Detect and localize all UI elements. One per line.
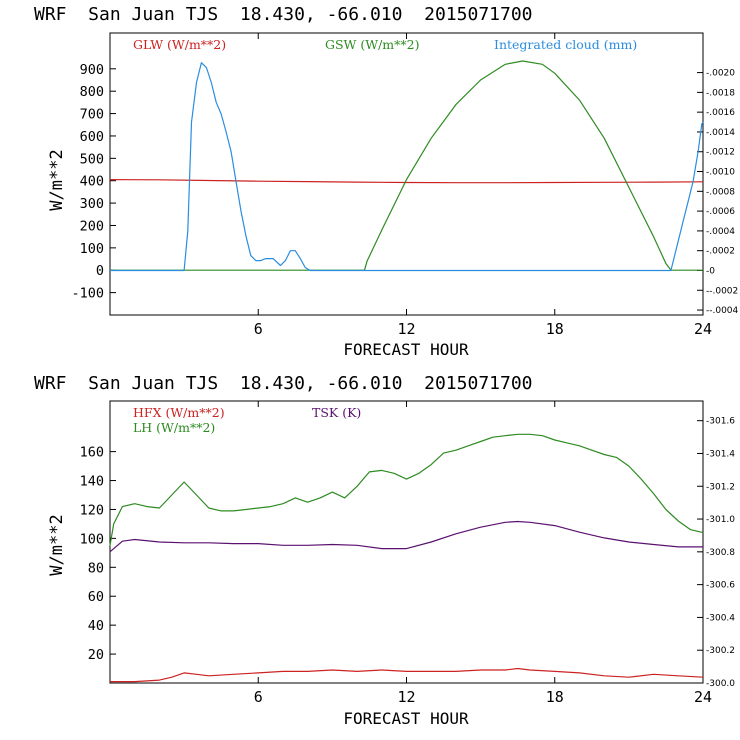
series-line-cloud — [110, 62, 704, 272]
chart1-plot-frame — [109, 32, 704, 316]
x-tick-label: 6 — [254, 320, 263, 338]
chart2-legend-lh: LH (W/m**2) — [133, 420, 215, 435]
series-line-hfx — [110, 667, 704, 683]
chart2-plot-frame — [109, 400, 704, 684]
y-tick-label: 0 — [96, 263, 104, 279]
y2-tick-label: -.0004 — [706, 227, 735, 237]
y-tick-label: 140 — [80, 474, 104, 490]
chart1-legend-glw: GLW (W/m**2) — [133, 37, 226, 52]
y-tick-label: 400 — [80, 174, 104, 190]
series-line-lh — [109, 433, 704, 546]
y-tick-label: 40 — [88, 618, 104, 634]
y-tick-label: 300 — [80, 196, 104, 212]
chart1-axes: 6 12 18 24 -100 0 100 200 300 400 500 600 700 800 900 -… — [71, 33, 739, 338]
x-tick-label: 24 — [694, 688, 712, 706]
series-line-tsk — [109, 520, 703, 553]
chart2-x-axis-label: FORECAST HOUR — [343, 709, 469, 728]
chart2-legend-tsk: TSK (K) — [312, 405, 361, 420]
y2-tick-label: -300.4 — [706, 613, 735, 623]
x-tick-label: 18 — [546, 688, 564, 706]
y2-tick-label: -.0006 — [706, 207, 735, 217]
y-tick-label: 900 — [80, 62, 104, 78]
y2-tick-label: -300.2 — [706, 646, 735, 656]
y-tick-label: 500 — [80, 151, 104, 167]
y2-tick-label: --.0002 — [706, 286, 738, 296]
chart1-series — [109, 60, 704, 272]
y2-tick-label: -0 — [706, 266, 715, 276]
chart2-title: WRF San Juan TJS 18.430, -66.010 2015071… — [34, 373, 533, 394]
x-tick-label: 12 — [397, 688, 415, 706]
y2-tick-label: -.0018 — [706, 88, 735, 98]
y2-tick-label: -301.2 — [706, 482, 735, 492]
chart2-series — [109, 433, 704, 683]
y-tick-label: 100 — [80, 241, 104, 257]
y2-tick-label: -.0010 — [706, 168, 735, 178]
y2-tick-label: -300.0 — [706, 679, 735, 689]
y2-tick-label: -300.8 — [706, 548, 735, 558]
y-tick-label: 800 — [80, 84, 104, 100]
y-tick-label: -100 — [71, 286, 104, 302]
chart1-title: WRF San Juan TJS 18.430, -66.010 2015071… — [34, 4, 533, 25]
chart1-y-axis-label: W/m**2 — [47, 149, 67, 210]
y2-tick-label: -.0008 — [706, 187, 735, 197]
y2-tick-label: -.0020 — [706, 69, 735, 79]
y-tick-label: 20 — [88, 647, 104, 663]
series-line-gsw — [110, 60, 703, 271]
y-tick-label: 60 — [88, 589, 104, 605]
y2-tick-label: -.0016 — [706, 108, 735, 118]
chart2-axes: 6 12 18 24 20 40 60 80 100 120 140 160 -300.0 -300.2 -… — [80, 401, 735, 706]
y2-tick-label: -.0014 — [706, 128, 735, 138]
chart1-legend-gsw: GSW (W/m**2) — [325, 37, 420, 52]
chart2-y-axis-label: W/m**2 — [47, 514, 67, 575]
y-tick-label: 700 — [80, 107, 104, 123]
y-tick-label: 200 — [80, 218, 104, 234]
y-tick-label: 100 — [80, 531, 104, 547]
y2-tick-label: -301.0 — [706, 515, 735, 525]
series-line-glw — [109, 179, 704, 184]
y-tick-label: 120 — [80, 502, 104, 518]
y-tick-label: 160 — [80, 445, 104, 461]
y2-tick-label: -.0002 — [706, 247, 735, 257]
x-tick-label: 24 — [694, 320, 712, 338]
y2-tick-label: --.0004 — [706, 306, 739, 316]
x-tick-label: 6 — [254, 688, 263, 706]
x-tick-label: 12 — [397, 320, 415, 338]
chart2-legend-hfx: HFX (W/m**2) — [133, 405, 225, 420]
y-tick-label: 600 — [80, 129, 104, 145]
chart1-legend-cloud: Integrated cloud (mm) — [494, 37, 637, 52]
y2-tick-label: -301.6 — [706, 417, 735, 427]
x-tick-label: 18 — [546, 320, 564, 338]
y2-tick-label: -300.6 — [706, 581, 735, 591]
y2-tick-label: -.0012 — [706, 148, 735, 158]
y-tick-label: 80 — [88, 560, 104, 576]
chart1-x-axis-label: FORECAST HOUR — [343, 340, 469, 359]
y2-tick-label: -301.4 — [706, 449, 735, 459]
